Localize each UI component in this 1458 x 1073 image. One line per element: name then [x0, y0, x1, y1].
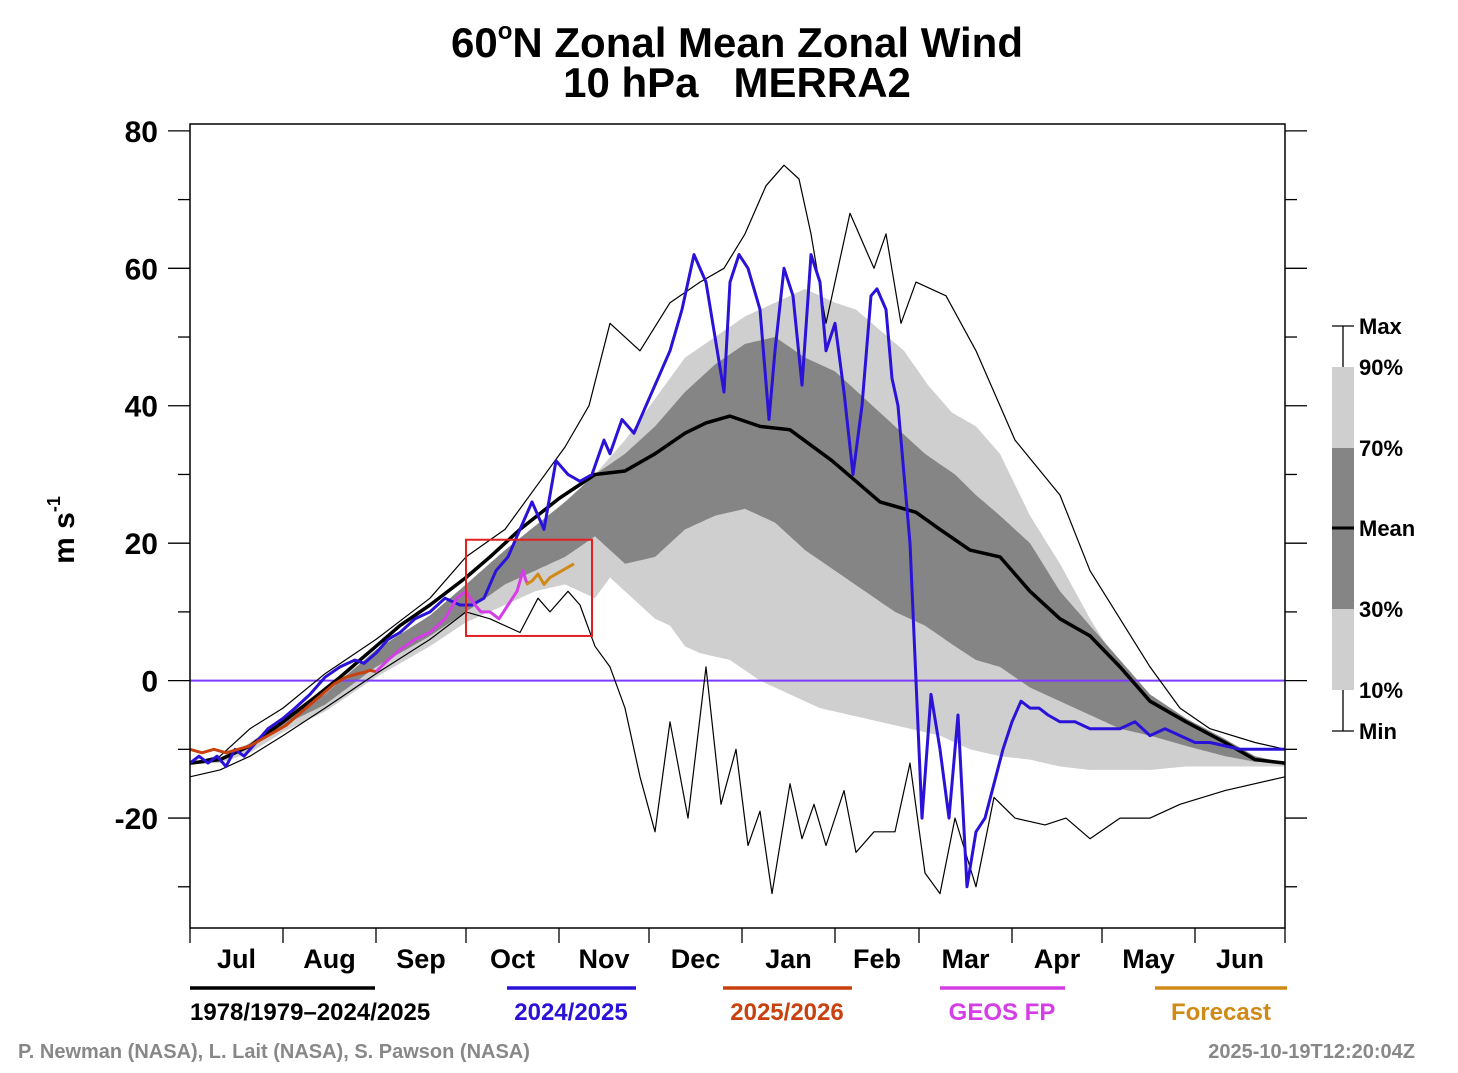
key-label: 30% [1359, 597, 1403, 622]
series-line-max [189, 164, 1286, 764]
data-lines [189, 164, 1286, 895]
series-line-min [189, 590, 1286, 895]
key-label: Max [1359, 314, 1403, 339]
key-label: Mean [1359, 516, 1415, 541]
key-label: 90% [1359, 355, 1403, 380]
x-tick-label: May [1122, 944, 1175, 974]
percentile-key: Max 90% 70% Mean 30% 10% Min [1332, 314, 1415, 744]
legend-label: 1978/1979–2024/2025 [190, 999, 430, 1026]
y-tick-label: 40 [125, 391, 158, 424]
title-degree-symbol: o [498, 18, 513, 45]
y-axis-label: m s-1 [44, 496, 81, 564]
y-tick-label: -20 [115, 803, 158, 836]
x-tick-label: Nov [578, 944, 629, 974]
legend-label: 2025/2026 [730, 999, 843, 1026]
band-30-70-percentile [190, 337, 1285, 764]
series-line-2025-2026 [189, 668, 377, 755]
title-rest: N Zonal Mean Zonal Wind [512, 19, 1023, 66]
legend-label: GEOS FP [949, 999, 1056, 1026]
plot-frame [189, 123, 1286, 929]
credit-text: P. Newman (NASA), L. Lait (NASA), S. Paw… [18, 1041, 530, 1063]
y-tick-label: 0 [141, 666, 158, 699]
y-axis-label-base: m s [48, 512, 81, 564]
timestamp: 2025-10-19T12:20:04Z [1208, 1041, 1415, 1063]
legend-label: 2024/2025 [514, 999, 627, 1026]
y-tick-label: 80 [125, 116, 158, 149]
x-tick-label: Feb [853, 944, 901, 974]
y-tick-label: 60 [125, 253, 158, 286]
y-tick-label: 20 [125, 528, 158, 561]
x-tick-label: Sep [396, 944, 446, 974]
x-tick-label: Apr [1034, 944, 1081, 974]
percentile-bands [190, 288, 1285, 770]
title-prefix: 60 [451, 19, 498, 66]
x-tick-label: Jun [1216, 944, 1264, 974]
x-tick-label: Oct [490, 944, 535, 974]
legend: 1978/1979–2024/2025 2024/2025 2025/2026 GEO… [190, 986, 1287, 1026]
chart-title: 60oN Zonal Mean Zonal Wind [451, 18, 1023, 66]
key-label: 10% [1359, 678, 1403, 703]
x-tick-label: Dec [671, 944, 721, 974]
highlight-box [465, 538, 593, 637]
x-tick-label: Jul [217, 944, 256, 974]
series-line-forecast [525, 562, 575, 586]
x-tick-label: Jan [765, 944, 812, 974]
legend-label: Forecast [1171, 999, 1271, 1026]
x-tick-label: Mar [941, 944, 990, 974]
chart-subtitle: 10 hPa MERRA2 [563, 59, 911, 106]
key-label: 70% [1359, 436, 1403, 461]
x-tick-label: Aug [303, 944, 355, 974]
series-line-mean [189, 414, 1286, 765]
key-label: Min [1359, 719, 1397, 744]
plot-axes: 80 60 40 20 0 -20 Jul Aug Sep Oct Nov Dec Jan Feb Mar A… [115, 116, 1307, 974]
series-line-2024-2025 [189, 253, 1285, 889]
y-axis-label-exp: -1 [44, 496, 64, 512]
series-line-geos-fp [374, 569, 531, 673]
